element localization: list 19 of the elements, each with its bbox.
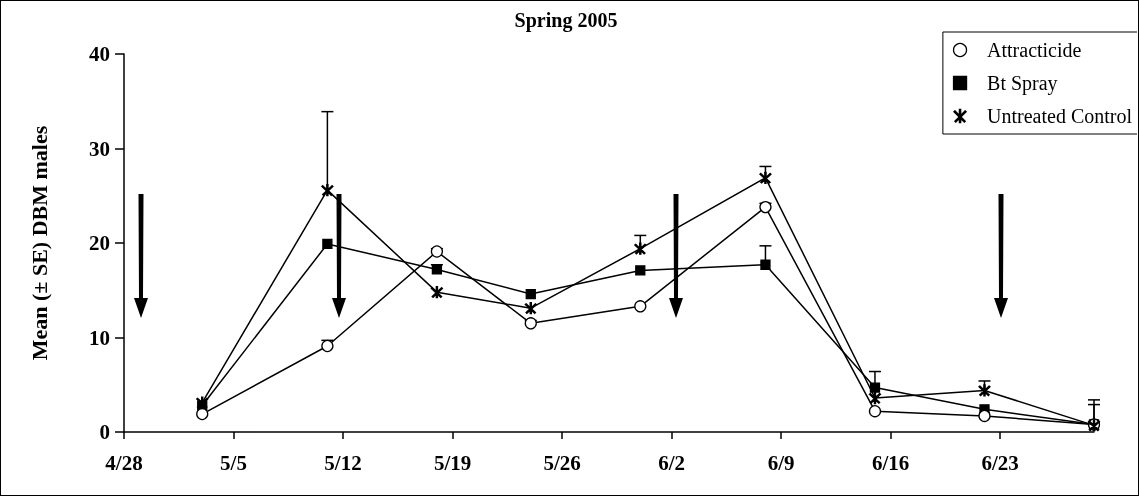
y-tick-label: 0	[99, 420, 110, 444]
x-tick-label: 4/28	[105, 450, 143, 475]
chart-title: Spring 2005	[514, 9, 618, 32]
x-tick-label: 5/12	[324, 450, 362, 475]
y-axis-title: Mean (± SE) DBM males	[26, 125, 52, 361]
legend-label: Untreated Control	[987, 105, 1133, 127]
y-tick-label: 20	[89, 231, 110, 255]
y-tick-label: 10	[89, 325, 110, 350]
x-tick-label: 6/9	[767, 450, 795, 475]
x-tick-label: 6/23	[981, 450, 1019, 475]
legend-label: Bt Spray	[987, 72, 1058, 95]
x-tick-label: 5/19	[433, 450, 472, 475]
y-tick-label: 30	[89, 136, 110, 161]
y-tick-label: 40	[89, 42, 110, 66]
x-tick-label: 5/26	[543, 450, 581, 475]
x-tick-label: 6/16	[871, 450, 910, 475]
x-tick-label: 5/5	[220, 450, 247, 475]
x-tick-label: 6/2	[658, 450, 685, 475]
legend-label: Attracticide	[987, 39, 1082, 61]
